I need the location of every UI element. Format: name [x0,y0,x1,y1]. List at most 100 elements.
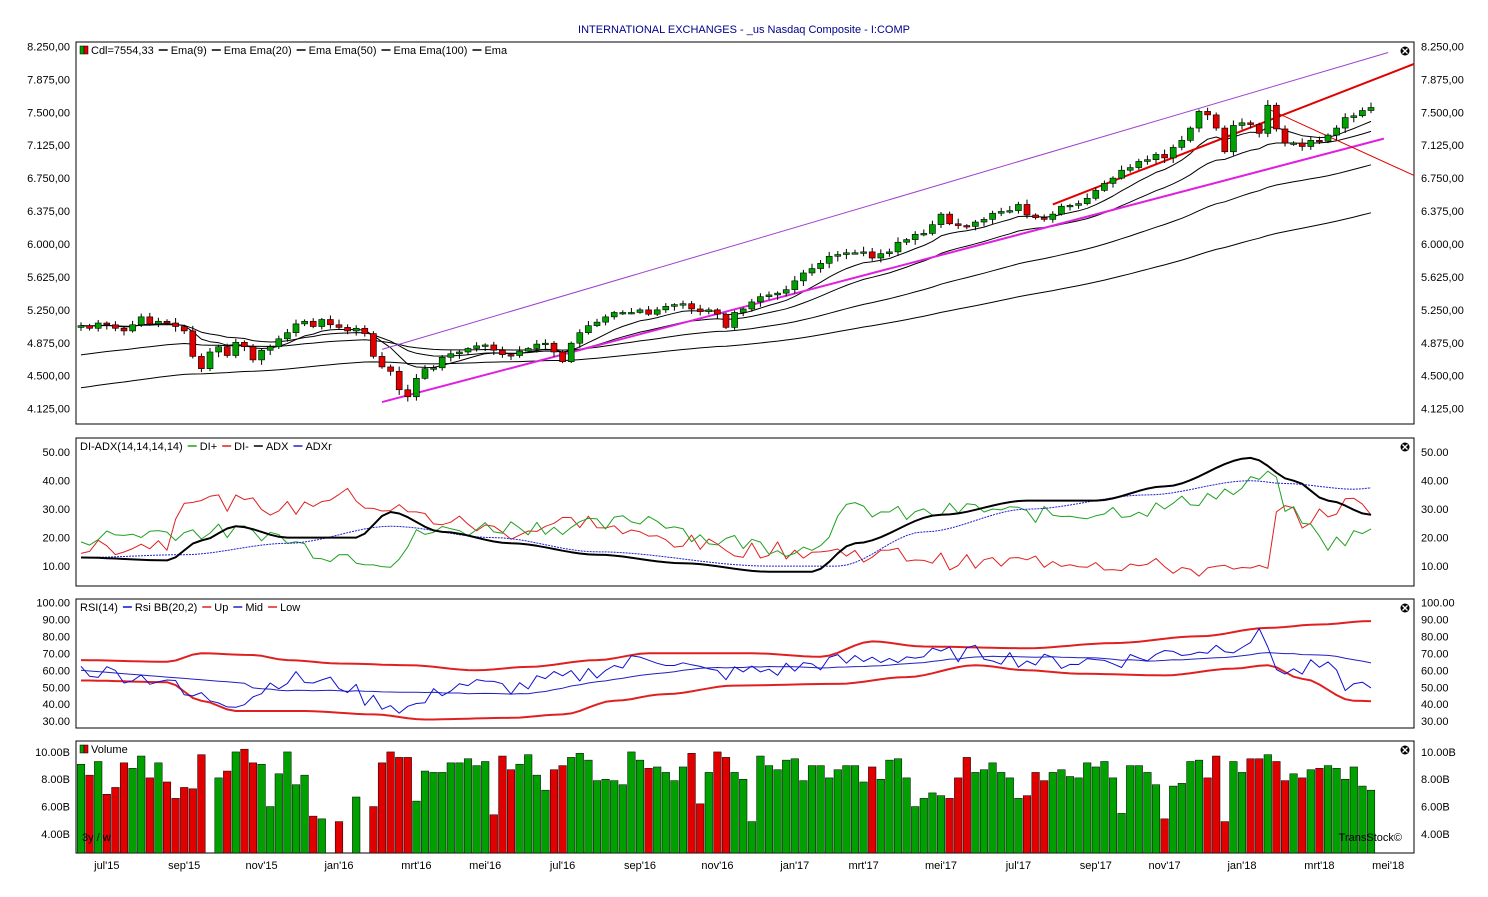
volume-bar [1169,785,1178,854]
volume-bar [807,765,817,854]
candle-body [430,367,437,370]
legend-label: DI- [234,441,249,453]
candle-body [499,349,506,355]
candle-body [507,354,515,357]
candle-body [559,351,566,362]
volume-bar [154,762,163,854]
candle-body [1169,147,1177,159]
volume-bar [162,781,172,854]
volume-bar [558,765,567,854]
panel-frame [75,41,1415,425]
volume-bar [756,755,765,854]
y-tick-label-right: 6.750,00 [1421,173,1464,185]
candle-body [378,356,386,368]
legend: Cdl=7554,33 Ema(9) Ema Ema(20) Ema Ema(50) E… [79,45,508,57]
panel-frame [75,437,1415,587]
y-tick-label-left: 40.00 [42,476,70,488]
candle-body [258,349,265,361]
candle-body [585,325,592,333]
candle-body [619,312,627,315]
close-panel-icon[interactable] [1400,442,1410,452]
candle-body [1359,110,1366,117]
candle-body [705,309,713,312]
candle-body [309,320,317,327]
candle-body [1058,205,1065,215]
candle-body [636,309,644,313]
candle-body [1109,177,1117,184]
volume-bar [945,798,954,854]
volume-bar [670,780,679,854]
candle-body [490,344,498,351]
volume-bar [412,800,421,854]
candles [77,100,1375,402]
volume-bar [76,763,86,854]
volume-bar [1143,772,1152,854]
x-tick-label: mei'18 [1372,860,1404,872]
x-tick-label: jan'18 [1226,860,1256,872]
y-tick-label-right: 5.625,00 [1421,272,1464,284]
candle-body [137,316,145,326]
volume-bar [291,784,301,854]
y-tick-label-right: 6.375,00 [1421,206,1464,218]
y-tick-label-left: 7.125,00 [27,140,70,152]
y-tick-label-left: 4.125,00 [27,404,70,416]
close-panel-icon[interactable] [1400,46,1410,56]
candle-body [860,251,867,254]
x-tick-label: jan'17 [779,860,809,872]
volume-bar [592,780,602,854]
candle-body [1126,167,1134,171]
x-tick-label: mrt'16 [401,860,431,872]
volume-bar [274,773,283,854]
y-tick-label-right: 7.875,00 [1421,74,1464,86]
candle-body [464,348,472,353]
candle-body [1187,127,1194,141]
volume-bar [214,777,223,854]
volume-bar [618,784,627,854]
candle-body [610,312,618,318]
volume-bar [1229,761,1238,854]
close-panel-icon[interactable] [1400,603,1410,613]
candle-body [782,289,790,294]
volume-bar [790,758,799,854]
candle-body [1350,115,1358,118]
candle-body [241,342,248,348]
volume-bar [1177,783,1186,854]
volume-bar [988,762,997,854]
volume-bar [816,765,825,854]
candle-body [1281,128,1289,144]
candle-body [189,330,197,357]
watermark: TransStock© [1339,832,1402,844]
volume-bar [1358,785,1367,854]
candle-body [1204,111,1211,116]
volume-bar [1108,777,1118,854]
legend-label: Ema(9) [171,45,207,57]
y-tick-label-left: 7.875,00 [27,74,70,86]
volume-bar [1246,758,1255,854]
y-tick-label-right: 10.00B [1421,747,1456,759]
volume-bar [1341,778,1350,854]
volume-bar [463,758,473,854]
y-tick-label-right: 90.00 [1421,614,1449,626]
volume-bar [1083,762,1092,854]
candle-body [206,351,214,369]
close-icon-cross [1402,444,1408,450]
candle-body [1307,140,1315,147]
candle-body [1144,159,1151,162]
close-icon-cross [1402,605,1408,611]
candle-body [284,332,291,340]
candle-body [1316,140,1323,143]
volume-bar [859,781,868,854]
candle-body [361,327,369,334]
volume-bar [979,769,989,854]
candle-body [980,219,988,223]
candle-body [757,296,764,303]
candle-body [1101,183,1108,191]
y-tick-label-right: 20.00 [1421,533,1449,545]
y-tick-label-left: 100.00 [36,597,70,609]
volume-bar [876,778,885,854]
candle-body [1075,203,1082,206]
trend-line-support [381,137,1385,404]
candle-body [929,224,936,234]
y-tick-label-right: 70.00 [1421,648,1449,660]
close-panel-icon[interactable] [1400,745,1410,755]
